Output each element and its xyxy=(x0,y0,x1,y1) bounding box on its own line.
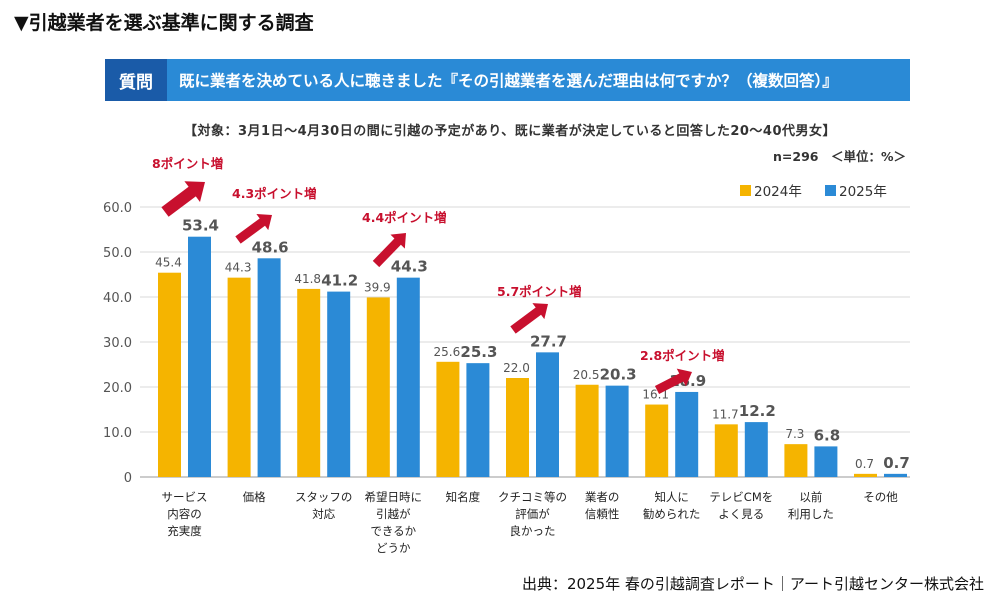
data-label: 22.0 xyxy=(503,361,530,375)
data-label: 11.7 xyxy=(712,407,739,421)
bar-2025 xyxy=(605,385,629,477)
data-label: 44.3 xyxy=(391,258,428,276)
legend-swatch xyxy=(740,185,751,196)
increase-arrow-icon xyxy=(235,214,272,244)
category-label: 価格 xyxy=(243,490,266,504)
y-tick-label: 0 xyxy=(124,471,132,486)
category-label: 勧められた xyxy=(643,507,701,521)
data-label: 25.6 xyxy=(434,345,461,359)
category-label: 内容の xyxy=(167,507,202,521)
y-tick-label: 40.0 xyxy=(103,291,132,306)
bar-2025 xyxy=(466,363,490,477)
survey-target: 【対象：3月1日～4月30日の間に引越の予定があり、既に業者が決定していると回答… xyxy=(184,124,836,139)
y-tick-label: 10.0 xyxy=(103,426,132,441)
legend-swatch xyxy=(825,185,836,196)
data-label: 6.8 xyxy=(814,426,841,444)
data-label: 41.8 xyxy=(294,272,321,286)
bar-2025 xyxy=(884,473,907,477)
bar-2025 xyxy=(257,258,281,477)
bar-2024 xyxy=(784,444,808,477)
category-label: テレビCMを xyxy=(709,490,773,504)
bar-2025 xyxy=(814,446,838,477)
question-text: 既に業者を決めている人に聴きました『その引越業者を選んだ理由は何ですか？（複数回… xyxy=(179,72,838,90)
bar-2024 xyxy=(575,384,599,477)
source-credit: 出典：2025年 春の引越調査レポート｜アート引越センター株式会社 xyxy=(521,575,984,593)
data-label: 44.3 xyxy=(225,261,252,275)
data-label: 25.3 xyxy=(460,343,497,361)
category-label: よく見る xyxy=(718,507,764,521)
bar-2025 xyxy=(536,352,559,477)
category-label: できるか xyxy=(370,524,416,538)
data-label: 27.7 xyxy=(530,332,567,350)
data-label: 12.2 xyxy=(739,402,776,420)
page-title: ▼引越業者を選ぶ基準に関する調査 xyxy=(14,12,314,34)
category-label: 希望日時に xyxy=(365,490,423,504)
question-badge: 質問 xyxy=(105,59,167,101)
category-label: 知名度 xyxy=(446,490,481,504)
bar-2024 xyxy=(854,473,877,477)
data-label: 20.5 xyxy=(573,368,600,382)
bar-2025 xyxy=(188,236,211,477)
category-label: スタッフの xyxy=(295,490,353,504)
category-label: 知人に xyxy=(654,490,689,504)
increase-arrow-icon xyxy=(161,181,205,217)
data-label: 0.7 xyxy=(855,457,874,471)
bar-2025 xyxy=(675,391,699,477)
increase-annotation: 5.7ポイント増 xyxy=(497,284,582,299)
data-label: 53.4 xyxy=(182,217,219,235)
category-label: どうか xyxy=(376,541,411,555)
category-label: 評価が xyxy=(515,507,550,521)
y-tick-label: 20.0 xyxy=(103,381,132,396)
data-label: 45.4 xyxy=(155,256,182,270)
bar-2025 xyxy=(744,422,768,477)
category-label: クチコミ等の xyxy=(498,490,567,504)
increase-arrow-icon xyxy=(372,233,406,268)
data-label: 20.3 xyxy=(600,366,637,384)
increase-arrow-icon xyxy=(510,303,548,334)
increase-annotation: 4.4ポイント増 xyxy=(362,210,447,225)
bar-2024 xyxy=(158,272,181,477)
bar-2024 xyxy=(366,297,390,477)
bar-2024 xyxy=(714,424,738,477)
legend-label: 2025年 xyxy=(839,184,887,200)
bar-2024 xyxy=(645,404,669,477)
category-label: 利用した xyxy=(788,507,834,521)
category-label: その他 xyxy=(863,490,898,504)
bar-2024 xyxy=(436,361,460,477)
data-label: 48.6 xyxy=(252,238,289,256)
category-label: 以前 xyxy=(799,490,822,504)
category-label: 対応 xyxy=(312,507,335,521)
bar-2025 xyxy=(396,277,420,477)
sample-unit: n=296 ＜単位：%＞ xyxy=(773,149,906,164)
increase-arrow-icon xyxy=(654,368,692,395)
y-tick-label: 60.0 xyxy=(103,201,132,216)
y-tick-label: 30.0 xyxy=(103,336,132,351)
category-label: 良かった xyxy=(510,524,556,538)
question-banner: 質問 既に業者を決めている人に聴きました『その引越業者を選んだ理由は何ですか？（… xyxy=(105,59,910,101)
increase-annotation: 8ポイント増 xyxy=(152,156,223,171)
data-label: 41.2 xyxy=(321,272,358,290)
bar-2024 xyxy=(506,378,529,477)
category-label: 引越が xyxy=(376,507,411,521)
bar-2024 xyxy=(227,277,251,477)
data-label: 7.3 xyxy=(785,427,804,441)
category-label: 充実度 xyxy=(167,524,202,538)
increase-annotation: 2.8ポイント増 xyxy=(640,348,725,363)
bar-2024 xyxy=(297,288,321,477)
y-tick-label: 50.0 xyxy=(103,246,132,261)
increase-annotation: 4.3ポイント増 xyxy=(232,186,317,201)
data-label: 0.7 xyxy=(883,454,910,472)
category-label: 信頼性 xyxy=(585,507,620,521)
data-label: 39.9 xyxy=(364,280,391,294)
bar-2025 xyxy=(327,291,351,477)
legend-label: 2024年 xyxy=(754,184,802,200)
category-label: 業者の xyxy=(585,490,620,504)
category-label: サービス xyxy=(162,490,208,504)
